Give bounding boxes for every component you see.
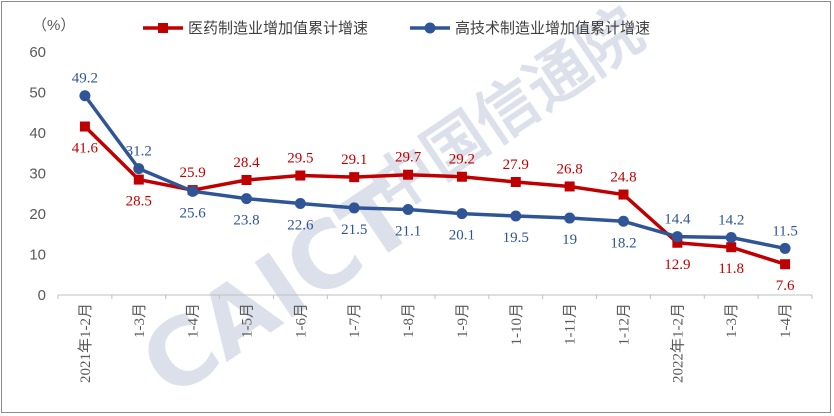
data-point: [618, 189, 629, 200]
data-label: 14.2: [718, 212, 744, 228]
x-tick-label: 2022年1-2月: [669, 303, 686, 383]
legend-label-hightech: 高技术制造业增加值累计增速: [455, 19, 650, 37]
y-tick-label: 60: [29, 44, 46, 61]
x-tick-label: 1-6月: [293, 303, 309, 338]
data-point: [349, 172, 360, 183]
y-axis-unit: （%）: [32, 17, 75, 34]
data-label: 11.5: [772, 223, 798, 239]
data-point: [726, 242, 737, 253]
x-tick-label: 1-11月: [563, 303, 579, 345]
x-tick-label: 1-5月: [240, 303, 256, 338]
data-point: [294, 197, 306, 209]
data-point: [133, 174, 144, 185]
data-label: 29.7: [395, 150, 422, 166]
y-tick-label: 10: [29, 247, 46, 264]
data-point: [295, 170, 306, 181]
legend-marker-hightech: [424, 22, 436, 34]
data-point: [403, 169, 414, 180]
data-point: [456, 208, 468, 220]
data-label: 7.6: [776, 278, 795, 294]
data-label: 28.5: [126, 194, 152, 210]
data-label: 19: [562, 232, 577, 248]
data-label: 27.9: [503, 157, 529, 173]
legend-label-pharma: 医药制造业增加值累计增速: [188, 19, 368, 37]
y-tick-label: 20: [29, 206, 46, 223]
x-axis: 2021年1-2月 1-3月 1-4月 1-5月 1-6月 1-7月 1-8月 1-9月 1-1…: [57, 295, 813, 383]
data-point: [779, 242, 791, 254]
x-tick-label: 1-8月: [401, 303, 417, 338]
data-label: 14.4: [664, 212, 691, 228]
data-point: [402, 204, 414, 216]
data-label: 12.9: [664, 257, 690, 273]
data-label: 21.1: [395, 224, 421, 240]
data-label: 29.2: [449, 152, 475, 168]
x-tick-label: 1-3月: [724, 303, 740, 338]
data-point: [79, 121, 90, 132]
x-tick-label: 1-4月: [778, 303, 794, 338]
y-tick-label: 30: [29, 166, 46, 183]
data-label: 18.2: [610, 235, 636, 251]
data-point: [187, 185, 199, 197]
data-label: 22.6: [287, 217, 314, 233]
y-axis: 0 10 20 30 40 50 60: [29, 44, 46, 304]
series-layer: 41.6 28.5 25.9 28.4 29.5 29.1 29.7 29.2 27.9 26.8…: [72, 71, 798, 294]
data-point: [672, 237, 683, 248]
data-label: 20.1: [449, 228, 475, 244]
data-label: 21.5: [341, 222, 367, 238]
data-label: 29.1: [341, 152, 367, 168]
x-tick-label: 1-4月: [186, 303, 202, 338]
data-point: [348, 202, 360, 214]
data-label: 19.5: [503, 230, 529, 246]
y-tick-label: 40: [29, 125, 46, 142]
data-point: [241, 193, 252, 205]
data-point: [564, 212, 576, 224]
data-point: [79, 90, 91, 102]
data-label: 29.5: [287, 151, 313, 167]
data-label: 25.9: [180, 165, 206, 181]
data-point: [241, 174, 252, 185]
data-label: 31.2: [126, 144, 152, 160]
y-tick-label: 50: [29, 85, 46, 102]
data-point: [456, 171, 467, 182]
data-point: [564, 181, 575, 192]
data-point: [510, 210, 522, 222]
x-tick-label: 2021年1-2月: [77, 303, 94, 383]
data-label: 41.6: [72, 141, 99, 157]
series-hightech: 49.2 31.2 25.6 23.8 22.6 21.5 21.1 20.1 19.5 19 18…: [72, 71, 798, 254]
x-tick-label: 1-9月: [455, 303, 471, 338]
x-tick-label: 1-7月: [347, 303, 363, 338]
y-tick-label: 0: [38, 287, 46, 304]
data-label: 26.8: [557, 161, 583, 177]
data-point: [725, 231, 737, 243]
data-label: 28.4: [233, 155, 260, 171]
x-tick-label: 1-12月: [617, 303, 633, 346]
data-label: 11.8: [718, 261, 744, 277]
data-point: [780, 259, 791, 270]
x-tick-label: 1-3月: [132, 303, 148, 338]
data-point: [133, 163, 145, 175]
data-point: [618, 215, 629, 227]
data-point: [671, 231, 683, 243]
data-point: [510, 177, 521, 188]
data-label: 24.8: [610, 170, 636, 186]
series-line: [83, 94, 786, 251]
data-label: 25.6: [180, 205, 207, 221]
data-label: 23.8: [233, 213, 259, 229]
legend-marker-pharma: [158, 23, 168, 33]
legend: 医药制造业增加值累计增速 高技术制造业增加值累计增速: [143, 19, 650, 37]
x-tick-label: 1-10月: [509, 303, 525, 346]
data-label: 49.2: [72, 71, 98, 87]
